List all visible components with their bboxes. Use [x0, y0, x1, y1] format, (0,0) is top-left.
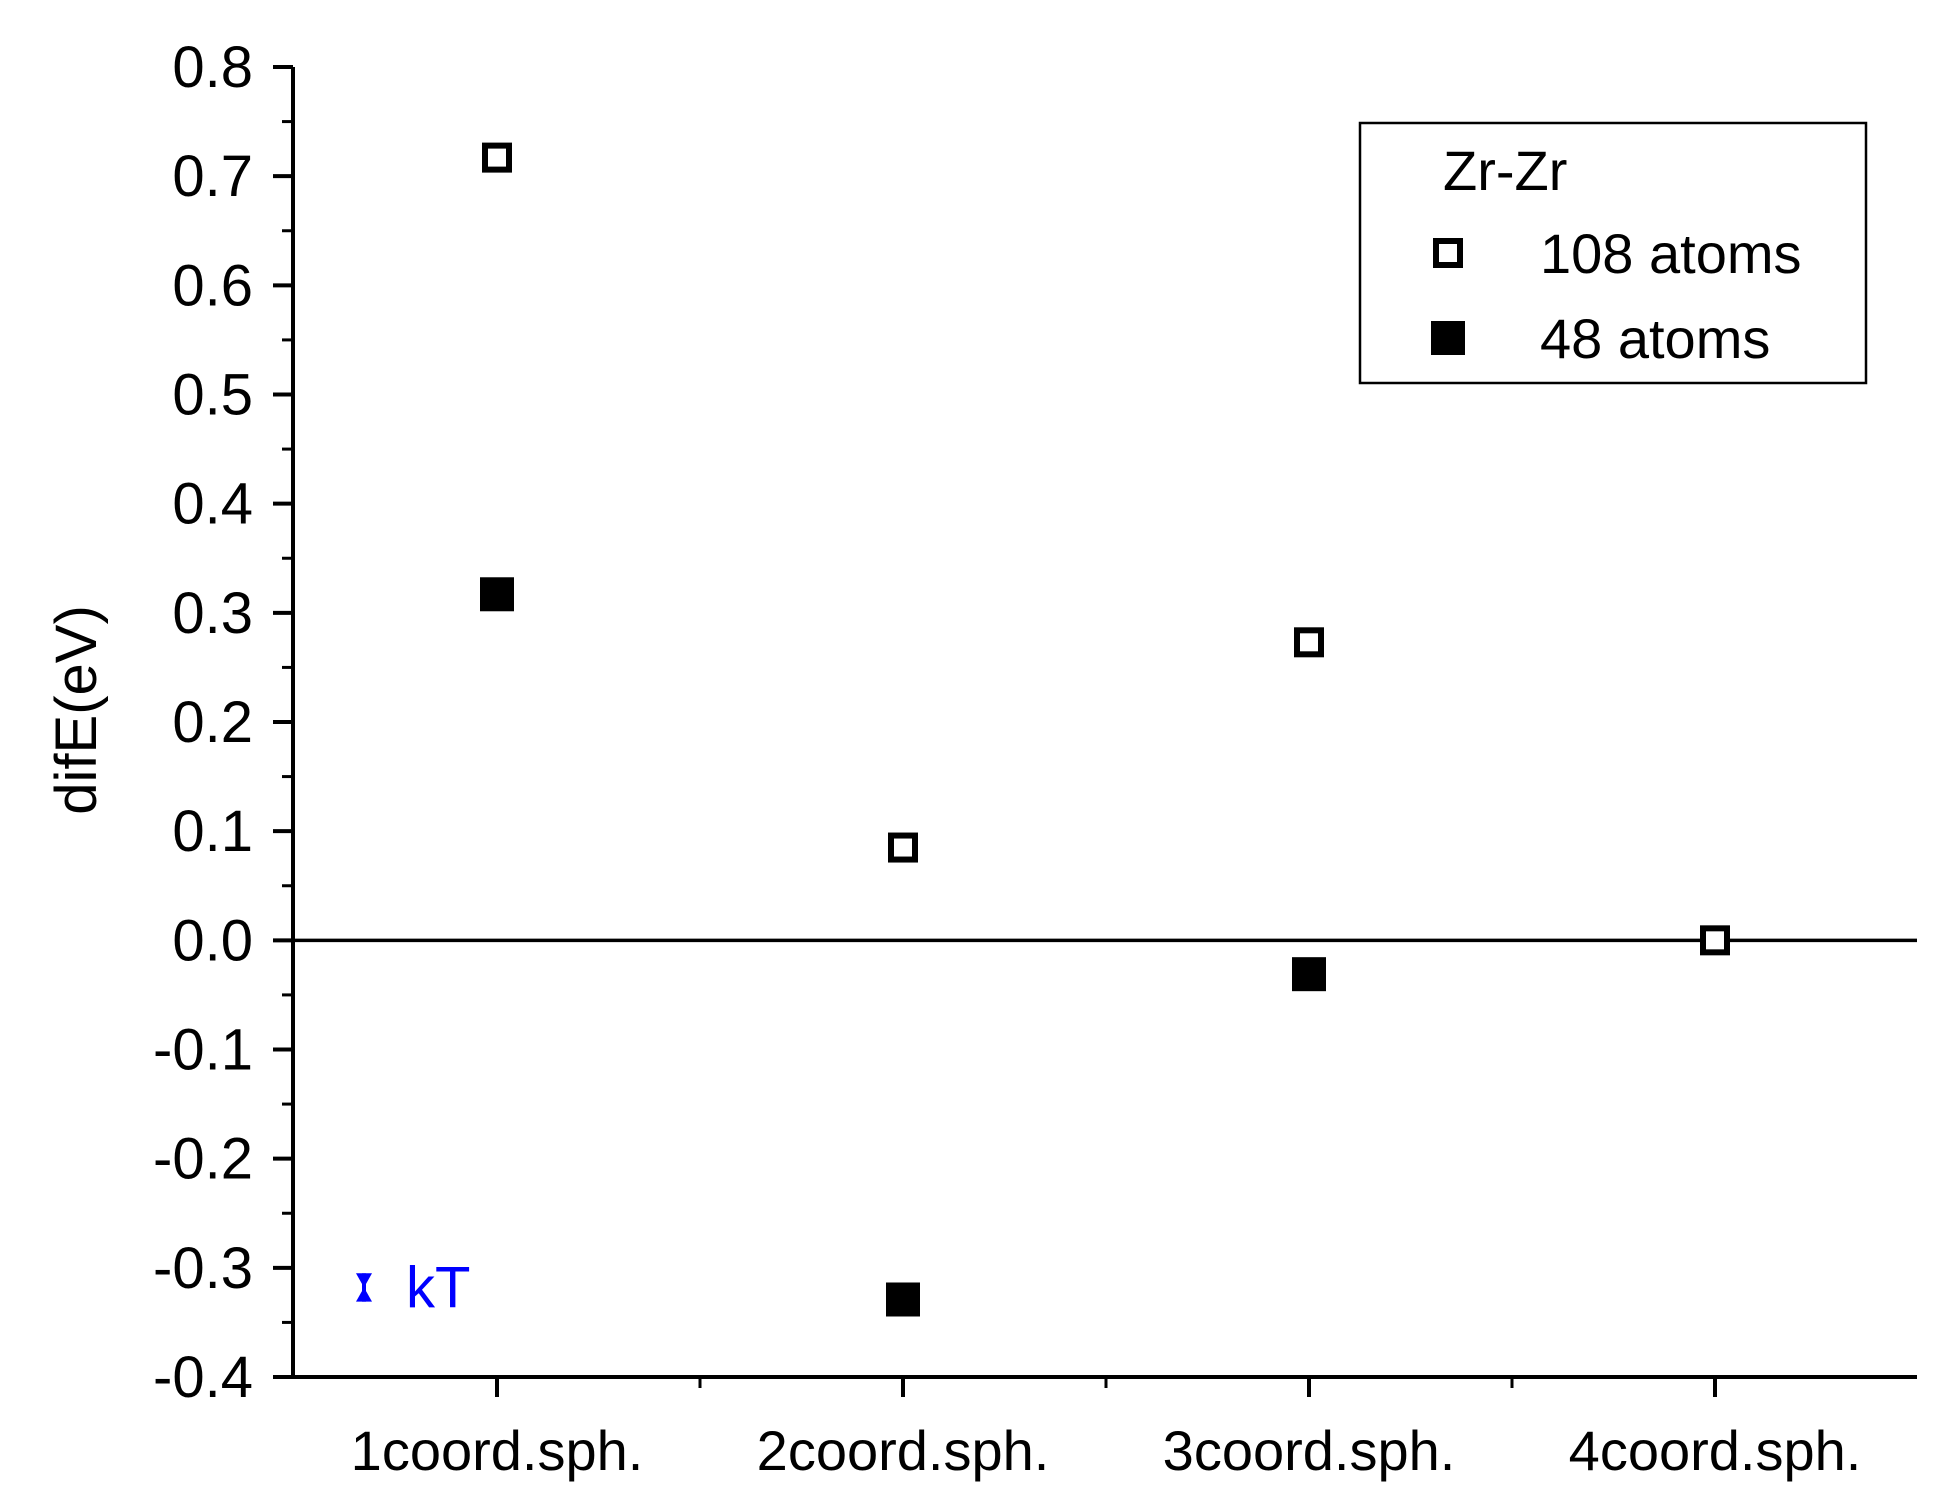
- data-point-108-atoms: [1294, 627, 1324, 658]
- y-tick-label: 0.1: [172, 799, 253, 864]
- y-tick-label: -0.1: [153, 1018, 253, 1083]
- data-point-48-atoms: [480, 577, 514, 612]
- y-tick-label: 0.4: [172, 472, 253, 537]
- y-axis-title: difE(eV): [44, 605, 109, 815]
- x-category-label: 3coord.sph.: [1163, 1419, 1456, 1482]
- x-category-label: 2coord.sph.: [757, 1419, 1050, 1482]
- x-category-label: 4coord.sph.: [1569, 1419, 1862, 1482]
- data-point-108-atoms: [482, 142, 512, 173]
- y-tick-label: -0.3: [153, 1236, 253, 1301]
- legend: Zr-Zr 108 atoms 48 atoms: [1358, 121, 1868, 385]
- y-tick-label: 0.0: [172, 908, 253, 973]
- y-tick-label: 0.6: [172, 253, 253, 318]
- legend-marker-48-atoms: [1431, 321, 1465, 355]
- y-tick-label: 0.8: [172, 35, 253, 100]
- data-points: [480, 142, 1730, 1317]
- legend-series-label: 108 atoms: [1540, 222, 1802, 285]
- y-tick-label: -0.2: [153, 1127, 253, 1192]
- legend-marker-108-atoms: [1433, 238, 1463, 268]
- data-point-108-atoms: [1700, 925, 1730, 956]
- data-point-48-atoms: [886, 1282, 920, 1317]
- y-tick-label: 0.5: [172, 363, 253, 428]
- x-category-label: 1coord.sph.: [351, 1419, 644, 1482]
- legend-title: Zr-Zr: [1443, 139, 1567, 202]
- legend-series-label: 48 atoms: [1540, 307, 1770, 370]
- kt-annotation: kT: [356, 1255, 470, 1320]
- kt-top-arrow: [356, 1273, 372, 1288]
- data-point-108-atoms: [888, 832, 918, 863]
- y-tick-label: 0.2: [172, 690, 253, 755]
- kt-bottom-arrow: [356, 1287, 372, 1302]
- y-tick-labels: 0.8 0.7 0.6 0.5 0.4 0.3 0.2 0.1 0.0 -0.1 -0.2 -0.3 -…: [153, 35, 253, 1410]
- data-point-48-atoms: [1292, 957, 1326, 992]
- y-tick-label: 0.3: [172, 581, 253, 646]
- y-tick-label: -0.4: [153, 1345, 253, 1410]
- x-category-labels: 1coord.sph. 2coord.sph. 3coord.sph. 4coord.…: [351, 1419, 1862, 1482]
- axes: [273, 65, 1917, 1397]
- kt-label: kT: [406, 1255, 470, 1320]
- y-tick-label: 0.7: [172, 144, 253, 209]
